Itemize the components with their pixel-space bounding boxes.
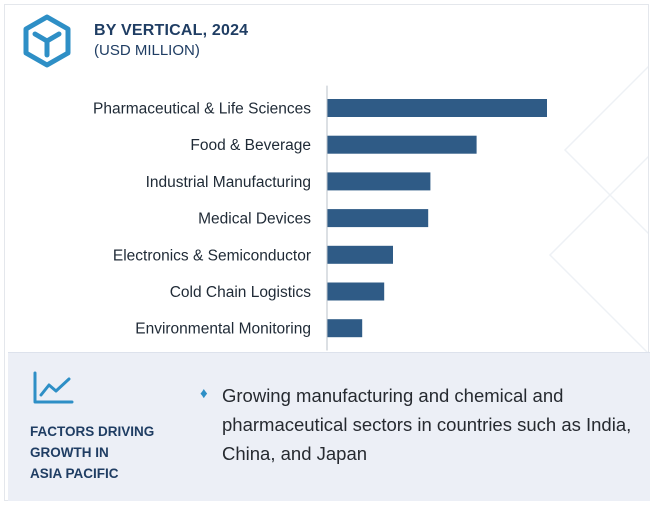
chart-subtitle: (USD MILLION) — [94, 42, 200, 59]
category-label-5: Cold Chain Logistics — [170, 284, 312, 301]
bar-4 — [327, 245, 393, 264]
bar-6 — [327, 319, 363, 338]
factors-panel: FACTORS DRIVING GROWTH IN ASIA PACIFIC ♦… — [8, 352, 650, 501]
category-label-0: Pharmaceutical & Life Sciences — [93, 101, 311, 118]
bars-group — [327, 99, 547, 338]
bar-5 — [327, 282, 385, 301]
category-label-3: Medical Devices — [198, 211, 311, 228]
category-label-2: Industrial Manufacturing — [146, 174, 311, 191]
diamond-bullet-icon: ♦ — [200, 385, 208, 402]
chart-title: BY VERTICAL, 2024 — [94, 22, 249, 39]
bar-1 — [327, 135, 477, 154]
bar-0 — [327, 99, 547, 117]
category-label-6: Environmental Monitoring — [135, 321, 311, 338]
bar-3 — [327, 209, 429, 228]
factors-title: FACTORS DRIVING GROWTH IN ASIA PACIFIC — [30, 424, 155, 481]
trend-line-icon — [33, 371, 74, 404]
category-labels-group: Pharmaceutical & Life Sciences Food & Bev… — [93, 101, 311, 338]
bar-2 — [327, 172, 431, 191]
cube-logo-icon — [23, 14, 71, 68]
category-label-1: Food & Beverage — [190, 137, 311, 154]
bar-chart: Pharmaceutical & Life Sciences Food & Bev… — [93, 85, 547, 351]
background-decoration — [548, 65, 648, 355]
category-label-4: Electronics & Semiconductor — [113, 247, 311, 264]
growth-factor-text: Growing manufacturing and chemical and p… — [222, 385, 632, 464]
